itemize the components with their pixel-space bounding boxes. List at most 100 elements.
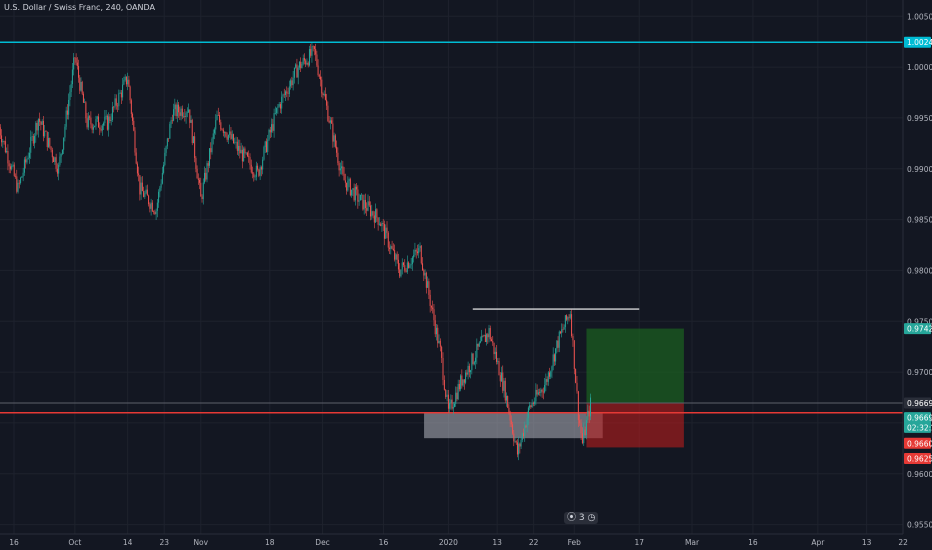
- candle-body: [347, 180, 349, 191]
- candle-body: [51, 149, 53, 158]
- candle-body: [499, 375, 501, 382]
- candle-body: [321, 79, 323, 94]
- candle-body: [20, 177, 22, 183]
- candle-body: [472, 353, 474, 364]
- candle-body: [559, 331, 561, 334]
- candle-body: [415, 249, 417, 252]
- candle-body: [411, 257, 413, 265]
- candle-body: [178, 104, 180, 113]
- candle-body: [49, 137, 51, 147]
- candle-body: [316, 54, 318, 66]
- candle-body: [373, 215, 375, 223]
- price-label-text: 02:32:28: [907, 423, 932, 432]
- candle-body: [378, 223, 380, 225]
- candle-body: [535, 389, 537, 402]
- candle-body: [437, 327, 439, 344]
- candle-body: [430, 305, 432, 308]
- candle-body: [17, 182, 19, 192]
- candle-body: [575, 369, 577, 383]
- candle-body: [87, 116, 89, 128]
- candle-body: [337, 152, 339, 163]
- candle-body: [334, 135, 336, 147]
- candle-body: [467, 365, 469, 375]
- candle-body: [89, 116, 91, 118]
- candle-body: [573, 340, 575, 370]
- candle-body: [435, 327, 437, 335]
- candle-body: [422, 263, 424, 271]
- events-badge[interactable]: ⦿ 3 ◷: [564, 512, 599, 524]
- candle-body: [343, 173, 345, 181]
- candle-body: [295, 64, 297, 68]
- candle-body: [76, 62, 78, 67]
- candle-body: [409, 265, 411, 268]
- candle-body: [590, 397, 592, 417]
- x-tick-label: 17: [634, 538, 644, 547]
- candle-body: [584, 429, 586, 436]
- candle-body: [364, 199, 366, 209]
- candle-body: [320, 76, 322, 80]
- candle-body: [200, 182, 202, 197]
- candle-body: [496, 351, 498, 362]
- candle-body: [230, 131, 232, 139]
- candle-body: [21, 176, 23, 178]
- candle-body: [290, 80, 292, 87]
- candle-body: [220, 122, 222, 130]
- candle-body: [273, 113, 275, 131]
- candle-body: [556, 340, 558, 349]
- candle-body: [82, 93, 84, 103]
- candle-body: [7, 150, 9, 164]
- candle-body: [148, 195, 150, 205]
- candle-body: [204, 172, 206, 183]
- candle-body: [22, 172, 24, 177]
- candle-body: [221, 129, 223, 130]
- y-tick-label: 0.95500: [907, 521, 932, 530]
- candle-body: [103, 123, 105, 126]
- candle-body: [537, 392, 539, 395]
- candle-body: [222, 129, 224, 133]
- candle-body: [508, 407, 510, 413]
- candle-body: [34, 135, 36, 144]
- candle-body: [215, 120, 217, 130]
- candle-body: [434, 320, 436, 335]
- candle-body: [241, 149, 243, 162]
- candle-body: [267, 139, 269, 152]
- candle-body: [391, 246, 393, 249]
- candle-body: [367, 201, 369, 211]
- candle-body: [324, 94, 326, 100]
- y-tick-label: 1.00500: [907, 12, 932, 21]
- candle-body: [30, 136, 32, 153]
- candle-body: [390, 246, 392, 249]
- price-label-text: 0.96693: [907, 414, 932, 423]
- candle-body: [322, 93, 324, 96]
- candle-body: [534, 401, 536, 404]
- x-tick-label: 22: [898, 538, 908, 547]
- candle-body: [201, 196, 203, 200]
- candle-body: [489, 328, 491, 340]
- candle-body: [160, 183, 162, 188]
- candle-body: [259, 167, 261, 176]
- candle-body: [286, 91, 288, 94]
- candle-body: [56, 168, 58, 174]
- candle-body: [394, 250, 396, 260]
- candle-body: [425, 272, 427, 288]
- long-position-profit-zone: [586, 328, 684, 403]
- candle-body: [342, 166, 344, 174]
- candle-body: [263, 147, 265, 160]
- candle-body: [475, 357, 477, 363]
- candle-body: [109, 116, 111, 121]
- candle-body: [79, 77, 81, 91]
- candle-body: [389, 247, 391, 249]
- candle-body: [257, 165, 259, 170]
- candle-body: [585, 420, 587, 436]
- candle-body: [510, 420, 512, 425]
- candles: [0, 42, 592, 461]
- candle-body: [108, 116, 110, 130]
- candle-body: [214, 129, 216, 134]
- candle-body: [451, 399, 453, 409]
- candle-body: [306, 62, 308, 65]
